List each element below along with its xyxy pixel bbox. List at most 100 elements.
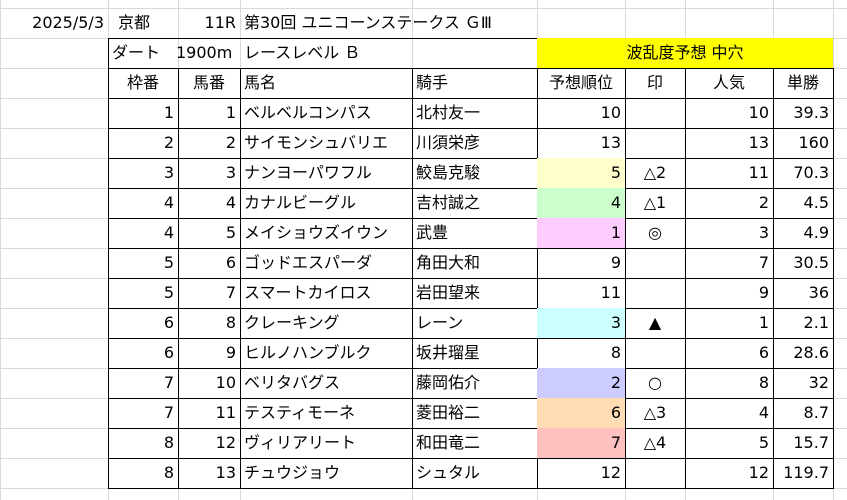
cell-umaban[interactable]: 8 <box>225 313 236 332</box>
cell-waku[interactable]: 6 <box>163 343 174 362</box>
surface[interactable]: ダート <box>112 43 161 62</box>
cell-jockey[interactable]: 菱田裕二 <box>416 403 481 422</box>
cell-odds[interactable]: 4.5 <box>803 193 829 212</box>
column-header[interactable]: 印 <box>646 73 663 92</box>
column-header[interactable]: 騎手 <box>416 73 449 92</box>
cell-odds[interactable]: 32 <box>808 373 829 392</box>
cell-rank[interactable]: 4 <box>537 188 625 218</box>
cell-waku[interactable]: 2 <box>163 133 174 152</box>
cell-odds[interactable]: 36 <box>808 283 829 302</box>
cell-odds[interactable]: 28.6 <box>793 343 829 362</box>
cell-jockey[interactable]: 川須栄彦 <box>416 133 481 152</box>
cell-popularity[interactable]: 7 <box>758 253 769 272</box>
cell-odds[interactable]: 2.1 <box>803 313 829 332</box>
cell-waku[interactable]: 5 <box>163 253 174 272</box>
cell-rank[interactable]: 6 <box>537 398 625 428</box>
cell-mark[interactable]: △4 <box>643 433 667 452</box>
cell-umaban[interactable]: 12 <box>215 433 236 452</box>
cell-mark[interactable] <box>625 98 685 128</box>
cell-mark[interactable] <box>625 338 685 368</box>
cell-jockey[interactable]: 吉村誠之 <box>416 193 481 212</box>
cell-horse-name[interactable]: メイショウズイウン <box>244 223 389 242</box>
cell-popularity[interactable]: 2 <box>758 193 769 212</box>
cell-popularity[interactable]: 3 <box>758 223 769 242</box>
cell-popularity[interactable]: 11 <box>748 163 769 182</box>
cell-waku[interactable]: 7 <box>163 403 174 422</box>
cell-mark[interactable]: △2 <box>643 163 667 182</box>
cell-popularity[interactable]: 1 <box>758 313 769 332</box>
cell-jockey[interactable]: 坂井瑠星 <box>416 343 481 362</box>
race-level[interactable]: レースレベル Ｂ <box>244 43 361 62</box>
forecast-badge[interactable]: 波乱度予想 中穴 <box>537 38 833 68</box>
cell-horse-name[interactable]: ベリタバグス <box>244 373 341 392</box>
cell-popularity[interactable]: 8 <box>758 373 769 392</box>
cell-horse-name[interactable]: ナンヨーパワフル <box>244 163 372 182</box>
column-header[interactable]: 枠番 <box>126 73 159 92</box>
cell-popularity[interactable]: 12 <box>748 463 769 482</box>
cell-jockey[interactable]: シュタル <box>416 463 481 482</box>
cell-mark[interactable]: ○ <box>648 373 662 392</box>
cell-odds[interactable]: 4.9 <box>803 223 829 242</box>
cell-popularity[interactable]: 6 <box>758 343 769 362</box>
cell-waku[interactable]: 3 <box>163 163 174 182</box>
column-header[interactable]: 馬名 <box>244 73 277 92</box>
cell-popularity[interactable]: 9 <box>758 283 769 302</box>
column-header[interactable]: 馬番 <box>192 73 225 92</box>
cell-jockey[interactable]: 藤岡佑介 <box>416 373 481 392</box>
cell-jockey[interactable]: 角田大和 <box>416 253 481 272</box>
cell-horse-name[interactable]: ゴッドエスパーダ <box>244 253 373 272</box>
cell-umaban[interactable]: 5 <box>225 223 236 242</box>
cell-horse-name[interactable]: サイモンシュバリエ <box>244 133 389 152</box>
cell-rank[interactable]: 1 <box>537 218 625 248</box>
cell-rank[interactable]: 2 <box>537 368 625 398</box>
cell-horse-name[interactable]: チュウジョウ <box>244 463 341 482</box>
cell-horse-name[interactable]: カナルビーグル <box>244 193 357 212</box>
cell-horse-name[interactable]: ベルベルコンパス <box>244 103 372 122</box>
cell-waku[interactable]: 5 <box>163 283 174 302</box>
column-header[interactable]: 予想順位 <box>548 73 613 92</box>
cell-rank[interactable]: 12 <box>600 463 621 482</box>
cell-mark[interactable] <box>625 128 685 158</box>
cell-horse-name[interactable]: クレーキング <box>244 313 340 332</box>
race-date[interactable]: 2025/5/3 <box>32 13 104 32</box>
cell-horse-name[interactable]: ヒルノハンブルク <box>244 343 372 362</box>
cell-mark[interactable]: ▲ <box>648 313 662 332</box>
cell-mark[interactable]: △3 <box>643 403 667 422</box>
cell-umaban[interactable]: 13 <box>215 463 236 482</box>
cell-waku[interactable]: 1 <box>163 103 174 122</box>
cell-mark[interactable]: ◎ <box>648 223 662 242</box>
cell-waku[interactable]: 4 <box>163 193 174 212</box>
cell-jockey[interactable]: 和田竜二 <box>416 433 481 452</box>
cell-popularity[interactable]: 13 <box>748 133 769 152</box>
cell-jockey[interactable]: 鮫島克駿 <box>416 163 481 182</box>
cell-jockey[interactable]: 北村友一 <box>416 103 481 122</box>
cell-jockey[interactable]: レーン <box>416 313 464 332</box>
cell-jockey[interactable]: 武豊 <box>416 223 449 242</box>
cell-rank[interactable]: 5 <box>537 158 625 188</box>
cell-rank[interactable]: 10 <box>600 103 621 122</box>
cell-popularity[interactable]: 4 <box>758 403 769 422</box>
cell-rank[interactable]: 13 <box>600 133 621 152</box>
cell-mark[interactable]: △1 <box>643 193 667 212</box>
cell-odds[interactable]: 119.7 <box>783 463 829 482</box>
cell-rank[interactable]: 8 <box>610 343 621 362</box>
cell-umaban[interactable]: 9 <box>225 343 236 362</box>
race-number[interactable]: 11R <box>204 13 236 32</box>
cell-odds[interactable]: 39.3 <box>793 103 829 122</box>
cell-odds[interactable]: 30.5 <box>793 253 829 272</box>
cell-jockey[interactable]: 岩田望来 <box>416 283 481 302</box>
cell-umaban[interactable]: 4 <box>225 193 236 212</box>
cell-umaban[interactable]: 2 <box>225 133 236 152</box>
column-header[interactable]: 単勝 <box>786 73 819 92</box>
cell-odds[interactable]: 160 <box>798 133 829 152</box>
cell-mark[interactable] <box>625 248 685 278</box>
race-venue[interactable]: 京都 <box>118 13 151 32</box>
distance[interactable]: 1900m <box>176 43 233 62</box>
cell-mark[interactable] <box>625 278 685 308</box>
cell-waku[interactable]: 4 <box>163 223 174 242</box>
cell-waku[interactable]: 6 <box>163 313 174 332</box>
cell-waku[interactable]: 7 <box>163 373 174 392</box>
cell-waku[interactable]: 8 <box>163 433 174 452</box>
cell-umaban[interactable]: 1 <box>225 103 236 122</box>
cell-rank[interactable]: 9 <box>610 253 621 272</box>
